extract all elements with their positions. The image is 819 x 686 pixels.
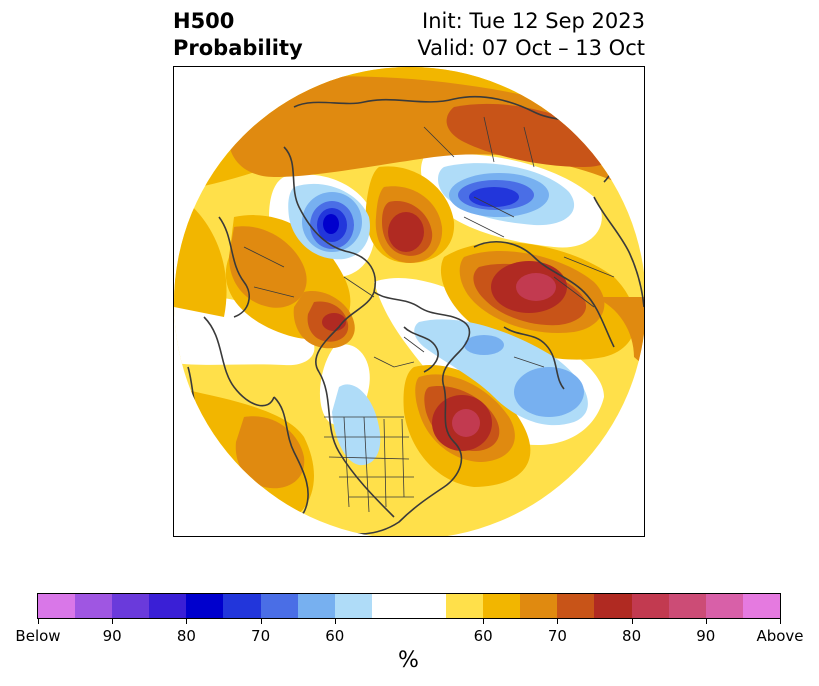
colorbar-segment: [594, 594, 632, 618]
colorbar-segment: [75, 594, 113, 618]
colorbar-segment: [297, 594, 335, 618]
colorbar-tickmark: [38, 619, 39, 624]
colorbar-tick-label: 60: [473, 627, 493, 645]
colorbar-tick-label: 70: [251, 627, 271, 645]
colorbar-segment: [631, 594, 669, 618]
colorbar-segment: [112, 594, 150, 618]
colorbar-tick-label: Below: [15, 627, 61, 645]
colorbar-segment: [408, 594, 447, 618]
colorbar-tickmark: [112, 619, 114, 624]
colorbar-segment: [705, 594, 743, 618]
colorbar-segment: [742, 594, 780, 618]
colorbar-segment: [38, 594, 76, 618]
colorbar-segment: [223, 594, 261, 618]
colorbar-segment: [557, 594, 595, 618]
colorbar-tick-label: 80: [622, 627, 642, 645]
colorbar-segment: [149, 594, 187, 618]
colorbar-tickmark: [483, 619, 485, 624]
colorbar-tickmark: [780, 619, 781, 624]
colorbar-segment: [668, 594, 706, 618]
title-variable: H500: [173, 9, 235, 33]
colorbar-tickmark: [631, 619, 633, 624]
colorbar-segment: [446, 594, 484, 618]
title-field: Probability: [173, 36, 303, 60]
above-red-centers: [322, 212, 567, 451]
colorbar-tickmark: [260, 619, 262, 624]
colorbar-unit-label: %: [398, 648, 419, 673]
init-date: Init: Tue 12 Sep 2023: [422, 9, 645, 33]
title-block-left: H500 Probability: [173, 8, 303, 62]
political-borders: [243, 116, 615, 513]
map-panel: [173, 66, 645, 537]
colorbar-tick-label: 90: [696, 627, 716, 645]
colorbar-segment: [334, 594, 372, 618]
colorbar-tick-label: 70: [547, 627, 567, 645]
colorbar-tick-label: 90: [102, 627, 122, 645]
probability-map: [174, 67, 644, 536]
title-block-right: Init: Tue 12 Sep 2023 Valid: 07 Oct – 13…: [417, 8, 645, 62]
colorbar-tick-label: 60: [325, 627, 345, 645]
colorbar-segment: [371, 594, 409, 618]
valid-range: Valid: 07 Oct – 13 Oct: [417, 36, 645, 60]
colorbar-tickmark: [705, 619, 707, 624]
colorbar-segment: [520, 594, 558, 618]
colorbar-tick-label: 80: [176, 627, 196, 645]
colorbar-tick-label: Above: [756, 627, 804, 645]
colorbar-tickmark: [186, 619, 188, 624]
colorbar-segment: [186, 594, 224, 618]
above-magenta-centers: [452, 273, 556, 437]
colorbar-tickmark: [334, 619, 336, 624]
colorbar: [37, 593, 781, 619]
colorbar-segment: [260, 594, 298, 618]
colorbar-segment: [483, 594, 521, 618]
below-extreme-centers: [323, 214, 339, 234]
colorbar-tickmark: [557, 619, 559, 624]
